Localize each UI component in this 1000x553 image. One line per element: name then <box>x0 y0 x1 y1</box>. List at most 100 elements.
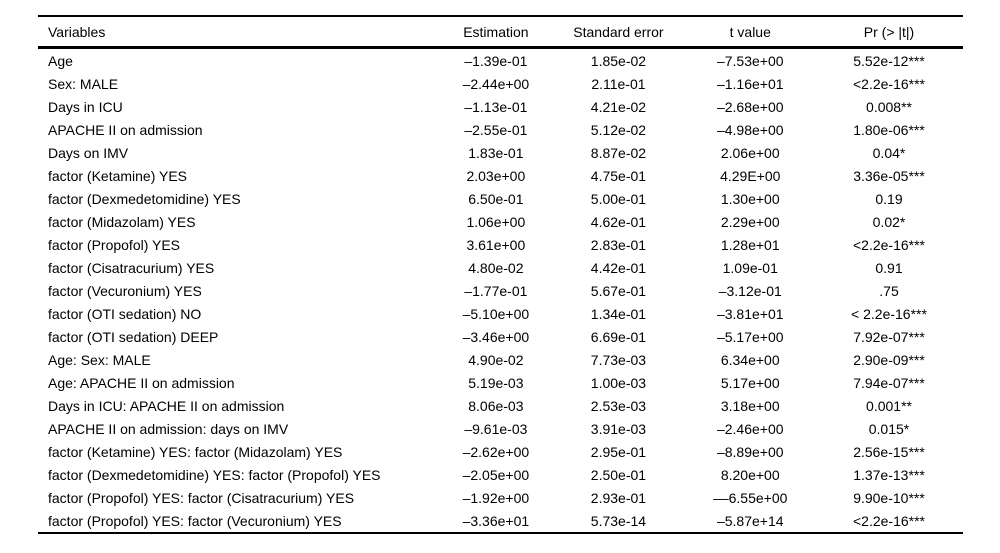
pr-cell: 0.91 <box>875 259 903 276</box>
standard-error-cell: 4.75e-01 <box>590 167 647 184</box>
t-value-cell: –4.98e+00 <box>716 121 784 138</box>
table-row: Age –1.39e-01 1.85e-02 –7.53e+00 5.52e-12*** <box>38 48 963 73</box>
estimation-cell: 8.06e-03 <box>468 397 524 414</box>
estimation-cell: 4.90e-02 <box>468 351 524 368</box>
table-row: factor (Vecuronium) YES –1.77e-01 5.67e-01… <box>38 279 963 302</box>
estimation-cell: –1.77e-01 <box>464 282 528 299</box>
standard-error-cell: 2.53e-03 <box>590 397 647 414</box>
table-row: factor (Cisatracurium) YES 4.80e-02 4.42e-… <box>38 256 963 279</box>
table-row: Days on IMV 1.83e-01 8.87e-02 2.06e+00 0.04* <box>38 141 963 164</box>
t-value-cell: 2.06e+00 <box>720 144 780 161</box>
estimation-cell: 1.83e-01 <box>468 144 524 161</box>
t-value-cell: –1.16e+01 <box>716 75 784 92</box>
t-value-cell: –5.87e+14 <box>716 512 784 529</box>
variable-cell: Days in ICU: APACHE II on admission <box>48 397 285 414</box>
variable-cell: factor (Dexmedetomidine) YES <box>48 190 241 207</box>
variable-cell: factor (Propofol) YES: factor (Vecuroniu… <box>48 512 342 529</box>
standard-error-cell: 1.00e-03 <box>590 374 647 391</box>
variable-cell: factor (Vecuronium) YES <box>48 282 202 299</box>
variable-cell: factor (Ketamine) YES <box>48 167 188 184</box>
standard-error-cell: 1.34e-01 <box>590 305 647 322</box>
standard-error-cell: 2.83e-01 <box>590 236 647 253</box>
table-row: factor (OTI sedation) DEEP –3.46e+00 6.69e… <box>38 325 963 348</box>
estimation-cell: –1.39e-01 <box>464 52 528 69</box>
estimation-cell: 1.06e+00 <box>466 213 526 230</box>
t-value-cell: 1.09e-01 <box>722 259 778 276</box>
variable-cell: Days on IMV <box>48 144 129 161</box>
table-body: Age –1.39e-01 1.85e-02 –7.53e+00 5.52e-12***… <box>38 48 963 534</box>
pr-cell: 0.04* <box>872 144 906 161</box>
pr-cell: <2.2e-16*** <box>852 236 925 253</box>
standard-error-cell: 2.93e-01 <box>590 489 647 506</box>
table-row: Days in ICU: APACHE II on admission 8.06e… <box>38 394 963 417</box>
standard-error-cell: 5.67e-01 <box>590 282 647 299</box>
t-value-cell: –8.89e+00 <box>716 443 784 460</box>
table-row: APACHE II on admission: days on IMV –9.61… <box>38 417 963 440</box>
estimation-cell: 2.03e+00 <box>466 167 526 184</box>
pr-cell: 0.001** <box>866 397 912 414</box>
t-value-cell: 2.29e+00 <box>720 213 780 230</box>
estimation-cell: –3.46e+00 <box>462 328 530 345</box>
standard-error-cell: 2.50e-01 <box>590 466 647 483</box>
standard-error-cell: 2.11e-01 <box>591 75 646 92</box>
estimation-cell: –2.05e+00 <box>462 466 530 483</box>
estimation-cell: –3.36e+01 <box>462 512 530 529</box>
standard-error-cell: 1.85e-02 <box>590 52 647 69</box>
table-row: Sex: MALE –2.44e+00 2.11e-01 –1.16e+01 <2.2e… <box>38 72 963 95</box>
table-row: factor (Propofol) YES 3.61e+00 2.83e-01 1.2… <box>38 233 963 256</box>
standard-error-cell: 5.73e-14 <box>590 512 647 529</box>
table-row: factor (OTI sedation) NO –5.10e+00 1.34e-0… <box>38 302 963 325</box>
pr-cell: 0.02* <box>872 213 906 230</box>
pr-cell: 7.94e-07*** <box>853 374 925 391</box>
estimation-cell: –2.62e+00 <box>462 443 530 460</box>
pr-cell: 2.56e-15*** <box>853 443 925 460</box>
pr-cell: 2.90e-09*** <box>853 351 925 368</box>
standard-error-cell: 8.87e-02 <box>590 144 647 161</box>
variable-cell: APACHE II on admission <box>48 121 203 138</box>
t-value-cell: ––6.55e+00 <box>713 489 788 506</box>
table-row: factor (Dexmedetomidine) YES: factor (Pr… <box>38 463 963 486</box>
pr-cell: .75 <box>879 282 899 299</box>
estimation-cell: –1.13e-01 <box>464 98 528 115</box>
variable-cell: factor (OTI sedation) NO <box>48 305 202 322</box>
estimation-cell: –5.10e+00 <box>462 305 530 322</box>
estimation-cell: –2.44e+00 <box>462 75 530 92</box>
standard-error-cell: 4.21e-02 <box>590 98 647 115</box>
t-value-cell: –2.68e+00 <box>716 98 784 115</box>
standard-error-cell: 5.00e-01 <box>590 190 647 207</box>
t-value-cell: 6.34e+00 <box>720 351 780 368</box>
column-header-variables: Variables <box>38 16 441 49</box>
t-value-cell: 1.30e+00 <box>720 190 780 207</box>
header-row: Variables Estimation Standard error t va… <box>38 16 963 49</box>
pr-cell: 1.80e-06*** <box>853 121 925 138</box>
table-row: factor (Midazolam) YES 1.06e+00 4.62e-01 2.… <box>38 210 963 233</box>
t-value-cell: –3.12e-01 <box>718 282 782 299</box>
pr-cell: 0.008** <box>866 98 912 115</box>
t-value-cell: 1.28e+01 <box>720 236 780 253</box>
table-row: Age: Sex: MALE 4.90e-02 7.73e-03 6.34e+00 2.… <box>38 348 963 371</box>
variable-cell: Age <box>48 52 73 69</box>
table-row: factor (Propofol) YES: factor (Cisatracu… <box>38 486 963 509</box>
pr-cell: 0.19 <box>875 190 903 207</box>
pr-cell: 9.90e-10*** <box>853 489 925 506</box>
variable-cell: Age: APACHE II on admission <box>48 374 235 391</box>
table-row: APACHE II on admission –2.55e-01 5.12e-02 –… <box>38 118 963 141</box>
column-header-estimation: Estimation <box>440 16 552 49</box>
t-value-cell: 4.29E+00 <box>720 167 781 184</box>
estimation-cell: –9.61e-03 <box>464 420 528 437</box>
variable-cell: APACHE II on admission: days on IMV <box>48 420 289 437</box>
variable-cell: factor (Propofol) YES: factor (Cisatracu… <box>48 489 355 506</box>
standard-error-cell: 7.73e-03 <box>590 351 647 368</box>
t-value-cell: 3.18e+00 <box>720 397 780 414</box>
standard-error-cell: 6.69e-01 <box>590 328 647 345</box>
pr-cell: 5.52e-12*** <box>853 52 925 69</box>
regression-results-table: Variables Estimation Standard error t va… <box>38 15 963 534</box>
variable-cell: factor (Dexmedetomidine) YES: factor (Pr… <box>48 466 381 483</box>
table-row: factor (Ketamine) YES 2.03e+00 4.75e-01 4.2… <box>38 164 963 187</box>
variable-cell: factor (OTI sedation) DEEP <box>48 328 219 345</box>
variable-cell: Age: Sex: MALE <box>48 351 151 368</box>
estimation-cell: 4.80e-02 <box>468 259 524 276</box>
pr-cell: 3.36e-05*** <box>853 167 925 184</box>
table-row: factor (Ketamine) YES: factor (Midazolam… <box>38 440 963 463</box>
